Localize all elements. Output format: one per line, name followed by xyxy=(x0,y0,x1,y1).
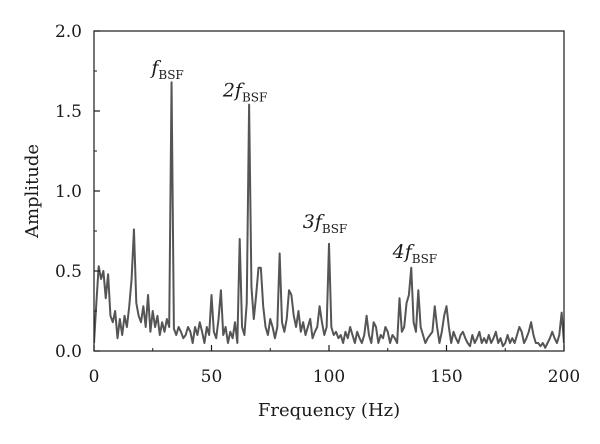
peak-annotation: 3fBSF xyxy=(303,211,348,236)
x-tick-label: 100 xyxy=(313,367,345,387)
y-tick-label: 1.0 xyxy=(55,182,82,202)
peak-annotation: 4fBSF xyxy=(392,241,438,266)
y-tick-label: 1.5 xyxy=(55,102,82,122)
x-axis-title: Frequency (Hz) xyxy=(258,400,400,421)
annotations: fBSF 2fBSF 3fBSF 4fBSF xyxy=(149,57,437,266)
x-tick-label: 0 xyxy=(89,367,100,387)
x-axis-ticks: 0 50 100 150 200 xyxy=(89,345,580,387)
peak-annotation: 2fBSF xyxy=(222,80,268,105)
x-tick-label: 200 xyxy=(548,367,580,387)
y-tick-label: 0.0 xyxy=(55,342,82,362)
y-tick-label: 0.5 xyxy=(55,262,82,282)
y-tick-label: 2.0 xyxy=(55,22,82,42)
x-tick-label: 150 xyxy=(430,367,462,387)
peak-annotation: fBSF xyxy=(149,57,183,82)
y-axis-ticks: 0.0 0.5 1.0 1.5 2.0 xyxy=(55,22,100,362)
y-axis-title: Amplitude xyxy=(22,144,43,239)
spectrum-line-0 xyxy=(94,81,564,349)
x-tick-label: 50 xyxy=(201,367,223,387)
